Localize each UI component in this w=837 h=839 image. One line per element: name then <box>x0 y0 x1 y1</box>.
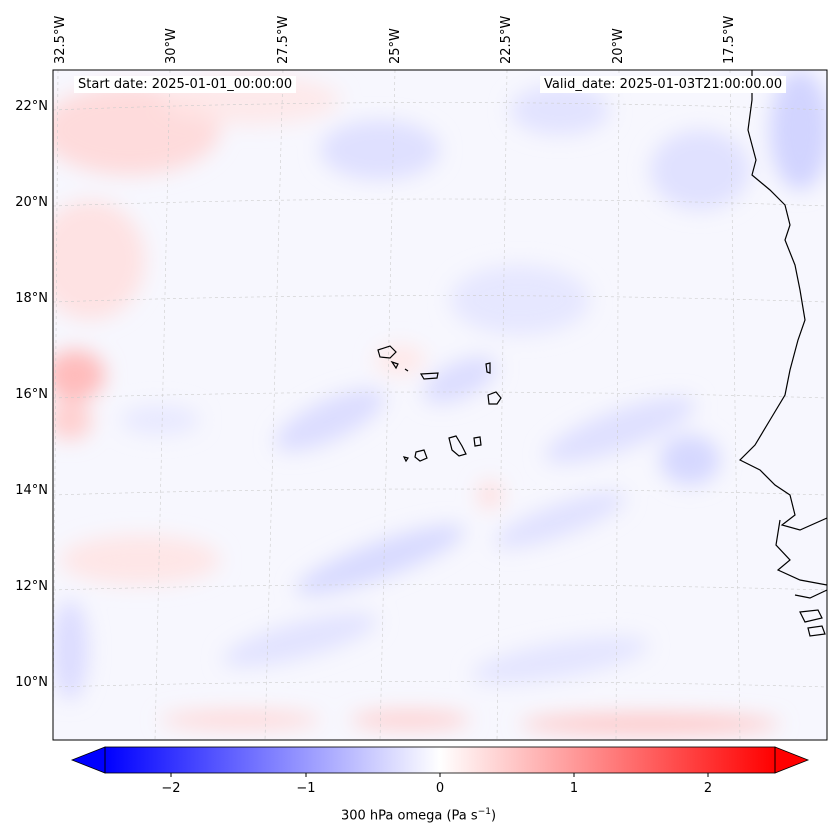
coastline <box>738 70 827 637</box>
lon-label-17-5w: 17.5°W <box>722 15 737 64</box>
colorbar-low-extend <box>70 746 106 774</box>
variable-name: 300 hPa omega <box>340 808 443 824</box>
colorbar-tick-2: 2 <box>703 781 713 796</box>
lat-label-12n: 12°N <box>15 579 48 594</box>
units-exponent: −1 <box>477 807 491 817</box>
valid-date-label: Valid_date: 2025-01-03T21:00:00.00 <box>540 76 787 93</box>
colorbar-tick-neg1: −1 <box>296 781 316 796</box>
lat-label-22n: 22°N <box>15 99 48 114</box>
colorbar-tick-0: 0 <box>435 781 445 796</box>
lat-label-16n: 16°N <box>15 387 48 402</box>
omega-field <box>53 70 827 740</box>
colorbar-body <box>105 747 775 773</box>
lon-label-25w: 25°W <box>388 28 403 64</box>
lat-label-10n: 10°N <box>15 675 48 690</box>
lat-label-20n: 20°N <box>15 195 48 210</box>
lat-label-18n: 18°N <box>15 291 48 306</box>
colorbar-high-extend <box>774 746 810 774</box>
units: Pa s <box>451 808 478 824</box>
colorbar-label: 300 hPa omega (Pa s−1) <box>340 807 497 824</box>
colorbar <box>70 746 810 777</box>
colorbar-tick-1: 1 <box>569 781 579 796</box>
lon-label-20w: 20°W <box>611 28 626 64</box>
cape-verde-islands <box>377 345 502 463</box>
lon-label-32-5w: 32.5°W <box>53 15 68 64</box>
lon-label-22-5w: 22.5°W <box>499 15 514 64</box>
start-date-label: Start date: 2025-01-01_00:00:00 <box>74 76 297 93</box>
map-frame <box>52 69 828 741</box>
lon-label-30w: 30°W <box>164 28 179 64</box>
colorbar-tick-neg2: −2 <box>161 781 181 796</box>
lon-label-27-5w: 27.5°W <box>276 15 291 64</box>
gridlines <box>53 70 827 740</box>
lat-label-14n: 14°N <box>15 483 48 498</box>
